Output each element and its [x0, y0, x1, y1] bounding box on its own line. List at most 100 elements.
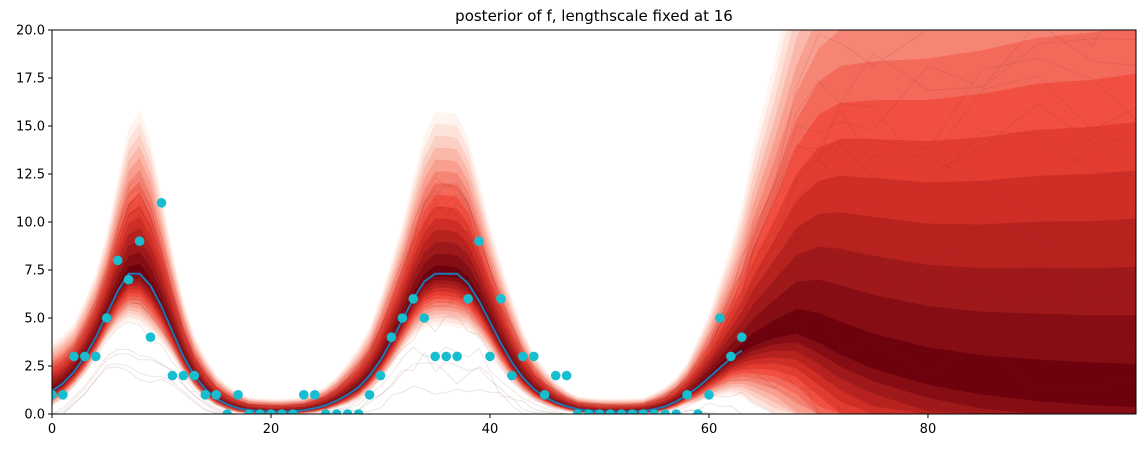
y-tick-label: 15.0: [16, 120, 45, 135]
observation-point: [353, 409, 364, 414]
y-tick-label: 7.5: [24, 264, 45, 279]
observation-point: [123, 274, 134, 285]
posterior-mean-line: [52, 272, 743, 413]
observation-point: [112, 255, 123, 266]
sample-path-13: [52, 204, 1136, 411]
observation-point: [101, 313, 112, 323]
observation-point: [704, 390, 714, 400]
observation-point: [539, 390, 550, 400]
observation-point: [561, 370, 572, 381]
x-tick-label: 20: [263, 422, 280, 437]
sample-path-0: [52, 363, 1136, 414]
observation-point: [277, 409, 287, 414]
observation-point: [671, 409, 681, 414]
observation-point: [299, 390, 309, 400]
observation-point: [91, 351, 101, 362]
x-tick-label: 40: [482, 422, 499, 437]
sample-path-12: [52, 198, 1136, 410]
y-tick-label: 5.0: [24, 312, 45, 327]
observation-point: [430, 351, 441, 362]
observation-point: [737, 332, 747, 343]
observation-point: [189, 370, 200, 381]
y-tick-label: 12.5: [16, 168, 45, 183]
observation-point: [441, 351, 452, 362]
observation-point: [178, 370, 189, 381]
observation-point: [134, 236, 145, 246]
observation-point: [529, 351, 539, 362]
observation-point: [550, 370, 561, 381]
sample-path-6: [52, 75, 1136, 408]
posterior-mean-series: [52, 272, 743, 413]
observation-point: [518, 351, 528, 362]
observation-point: [222, 409, 232, 414]
observation-point: [58, 390, 68, 400]
observation-point: [397, 313, 408, 323]
observation-point: [572, 409, 583, 414]
plot-area: [52, 30, 1136, 414]
sample-path-2: [52, 30, 1136, 407]
x-tick-label: 60: [701, 422, 718, 437]
sample-path-22: [52, 38, 1136, 407]
sample-path-4: [52, 285, 1136, 414]
observation-point: [288, 409, 298, 414]
observation-point: [507, 370, 517, 381]
observation-point: [682, 390, 692, 400]
observation-point: [726, 351, 736, 362]
sample-path-15: [52, 315, 1136, 414]
y-tick-label: 20.0: [16, 24, 45, 39]
y-tick-label: 2.5: [24, 360, 45, 375]
sample-path-19: [52, 136, 1136, 409]
observation-point: [375, 370, 386, 381]
observation-point: [310, 390, 320, 400]
observation-point: [660, 409, 670, 414]
observation-point: [649, 409, 659, 414]
sample-path-7: [52, 237, 1136, 411]
observation-point: [255, 409, 265, 414]
observation-point: [616, 409, 627, 414]
observation-point: [211, 390, 221, 400]
sample-path-5: [52, 30, 1102, 406]
observation-point: [583, 409, 594, 414]
sample-path-1: [52, 242, 1136, 411]
observation-point: [342, 409, 353, 414]
sample-path-21: [52, 292, 1136, 414]
observation-point: [408, 294, 419, 304]
y-tick-label: 17.5: [16, 72, 45, 87]
density-band-13: [52, 263, 1136, 412]
observation-point: [52, 390, 57, 400]
sample-path-11: [52, 130, 1136, 408]
observation-point: [496, 294, 506, 304]
observation-point: [463, 294, 473, 304]
observation-point: [715, 313, 725, 323]
y-axis: 0.0 2.5 5.0 7.5 10.0 12.5 15.0 17.5 20.0: [16, 24, 52, 423]
observation-point: [364, 390, 375, 400]
observation-point: [452, 351, 462, 362]
observation-point: [69, 351, 79, 362]
observation-point: [167, 370, 178, 381]
observation-point: [200, 390, 211, 400]
observation-point: [627, 409, 638, 414]
observation-point: [331, 409, 342, 414]
sample-path-14: [52, 242, 1136, 412]
observation-point: [320, 409, 331, 414]
observation-point: [233, 390, 243, 400]
posterior-density-band: [52, 30, 1136, 414]
sample-path-20: [52, 103, 1136, 408]
observation-point: [386, 332, 397, 343]
sample-path-8: [52, 281, 1136, 414]
density-band-12: [52, 252, 1136, 414]
observation-point: [156, 198, 167, 208]
observation-point: [266, 409, 276, 414]
sample-path-18: [52, 351, 1136, 414]
observation-point: [485, 351, 495, 362]
observation-point: [605, 409, 616, 414]
observation-point: [693, 409, 703, 414]
observation-point: [474, 236, 484, 246]
x-tick-label: 0: [48, 422, 56, 437]
observation-point: [638, 409, 649, 414]
y-tick-label: 10.0: [16, 216, 45, 231]
sample-path-17: [52, 243, 1136, 412]
observation-series: [52, 198, 747, 414]
x-axis: 0 20 40 60 80: [48, 414, 936, 437]
